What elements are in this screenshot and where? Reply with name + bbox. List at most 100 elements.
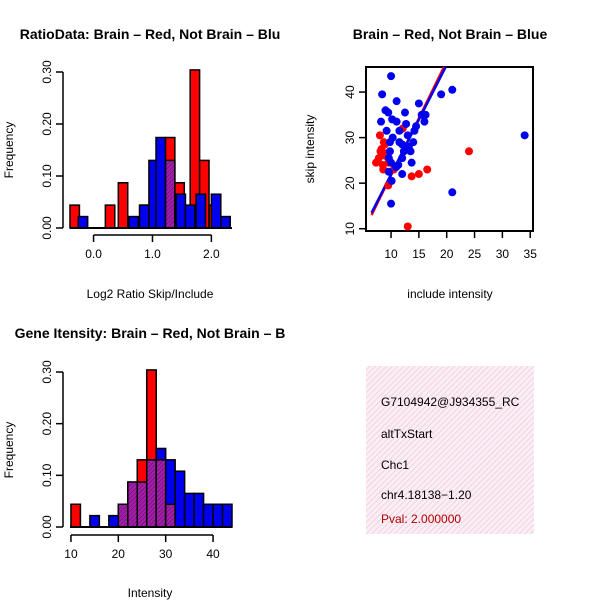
scatter-point-not-brain xyxy=(403,131,412,140)
scatter-point-brain xyxy=(407,172,416,181)
ratio-hist-bar-not-brain xyxy=(184,204,196,229)
intensity-hist-bar-overlap xyxy=(145,459,157,528)
intensity-histogram-panel: Gene Itensity: Brain – Red, Not Brain – … xyxy=(2,325,285,600)
ratio-hist-y-tick-label: 0.30 xyxy=(40,60,54,84)
ratio-hist-bar-not-brain xyxy=(128,215,140,229)
scatter-point-not-brain xyxy=(412,122,421,131)
scatter-point-not-brain xyxy=(400,108,409,117)
scatter-x-tick-label: 25 xyxy=(468,247,482,261)
scatter-xlabel: include intensity xyxy=(407,287,492,301)
scatter-plot-box xyxy=(365,66,534,232)
scatter-fit-line-not-brain xyxy=(370,66,447,214)
info-probe-id: G7104942@J934355_RC xyxy=(381,395,520,409)
ratio-hist-x-tick-label: 1.0 xyxy=(144,247,161,261)
scatter-point-brain xyxy=(403,222,412,231)
scatter-point-not-brain xyxy=(387,199,396,208)
intensity-hist-bar-not-brain xyxy=(193,492,205,528)
ratio-hist-y-tick-label: 0.10 xyxy=(40,164,54,188)
scatter-point-not-brain xyxy=(384,108,393,117)
scatter-point-not-brain xyxy=(406,147,415,156)
ratio-hist-xlabel: Log2 Ratio Skip/Include xyxy=(87,287,214,301)
scatter-point-not-brain xyxy=(388,133,397,142)
intensity-hist-y-tick-label: 0.10 xyxy=(40,463,54,487)
intensity-hist-x-tick-label: 30 xyxy=(159,547,173,561)
intensity-hist-bar-not-brain xyxy=(89,514,101,528)
intensity-hist-x-tick-label: 40 xyxy=(206,547,220,561)
scatter-point-not-brain xyxy=(421,110,430,119)
scatter-point-not-brain xyxy=(398,170,407,179)
intensity-hist-title: Gene Itensity: Brain – Red, Not Brain – … xyxy=(15,325,286,341)
ratio-hist-bar-brain xyxy=(104,204,116,229)
scatter-x-tick-label: 20 xyxy=(440,247,454,261)
ratio-hist-x-tick-label: 0.0 xyxy=(85,247,102,261)
scatter-x-tick-label: 35 xyxy=(524,247,538,261)
scatter-y-tick-label: 40 xyxy=(343,85,357,99)
scatter-point-not-brain xyxy=(448,188,457,197)
ratio-hist-bar-not-brain xyxy=(210,193,222,229)
scatter-y-tick-label: 10 xyxy=(343,222,357,236)
scatter-point-not-brain xyxy=(402,119,411,128)
scatter-point-not-brain xyxy=(377,117,386,126)
scatter-panel: Brain – Red, Not Brain – Blue skip inten… xyxy=(303,26,547,301)
intensity-hist-y-tick-label: 0.00 xyxy=(40,515,54,539)
scatter-point-brain xyxy=(423,165,432,174)
intensity-hist-bar-not-brain xyxy=(108,514,120,528)
scatter-title: Brain – Red, Not Brain – Blue xyxy=(353,26,548,42)
ratio-hist-bar-not-brain xyxy=(175,193,187,229)
scatter-point-brain xyxy=(414,170,423,179)
intensity-hist-bar-overlap xyxy=(164,503,176,528)
scatter-point-brain xyxy=(375,131,384,140)
info-panel: G7104942@J934355_RC altTxStart Chc1 chr4… xyxy=(366,366,534,534)
scatter-point-not-brain xyxy=(395,126,404,135)
intensity-hist-x-tick-label: 10 xyxy=(64,547,78,561)
intensity-hist-x-tick-label: 20 xyxy=(112,547,126,561)
intensity-hist-bar-overlap xyxy=(127,481,139,528)
ratio-hist-bar-not-brain xyxy=(155,136,167,229)
scatter-point-not-brain xyxy=(385,147,394,156)
scatter-point-not-brain xyxy=(414,99,423,108)
scatter-point-brain xyxy=(376,147,385,156)
ratio-hist-bar-brain xyxy=(117,182,129,229)
scatter-point-not-brain xyxy=(387,176,396,185)
info-box xyxy=(366,366,534,534)
intensity-hist-y-tick-label: 0.20 xyxy=(40,412,54,436)
intensity-hist-bar-overlap xyxy=(136,481,148,528)
ratio-hist-y-tick-label: 0.00 xyxy=(40,216,54,240)
scatter-point-not-brain xyxy=(382,126,391,135)
intensity-hist-bar-not-brain xyxy=(174,470,186,528)
intensity-hist-y-tick-label: 0.30 xyxy=(40,360,54,384)
scatter-point-not-brain xyxy=(392,163,401,172)
intensity-hist-bar-not-brain xyxy=(202,503,214,528)
scatter-point-not-brain xyxy=(387,72,396,81)
scatter-point-not-brain xyxy=(378,90,387,99)
scatter-point-not-brain xyxy=(520,131,529,140)
scatter-x-tick-label: 30 xyxy=(496,247,510,261)
intensity-hist-bar-overlap xyxy=(155,459,167,528)
scatter-point-not-brain xyxy=(420,117,429,126)
ratio-hist-bar-not-brain xyxy=(220,215,231,229)
scatter-point-not-brain xyxy=(448,85,457,94)
info-pval: Pval: 2.000000 xyxy=(381,512,461,526)
ratio-hist-ylabel: Frequency xyxy=(2,122,16,179)
ratio-hist-x-tick-label: 2.0 xyxy=(203,247,220,261)
intensity-hist-bar-not-brain xyxy=(183,492,195,528)
intensity-hist-bar-not-brain xyxy=(221,503,233,528)
scatter-point-not-brain xyxy=(437,90,446,99)
scatter-point-not-brain xyxy=(398,154,407,163)
scatter-ylabel: skip intensity xyxy=(303,115,317,184)
info-gene-name: Chc1 xyxy=(381,458,409,472)
info-event-type: altTxStart xyxy=(381,427,433,441)
scatter-x-tick-label: 10 xyxy=(384,247,398,261)
scatter-point-not-brain xyxy=(392,97,401,106)
intensity-hist-bar-not-brain xyxy=(212,503,224,528)
scatter-point-not-brain xyxy=(409,138,418,147)
scatter-point-not-brain xyxy=(384,167,393,176)
ratio-hist-title: RatioData: Brain – Red, Not Brain – Blu xyxy=(20,26,281,42)
intensity-hist-bar-brain xyxy=(70,503,82,528)
scatter-point-not-brain xyxy=(392,117,401,126)
ratio-hist-bar-overlap xyxy=(164,159,176,229)
ratio-hist-bar-not-brain xyxy=(195,193,207,229)
scatter-y-tick-label: 30 xyxy=(343,131,357,145)
scatter-point-not-brain xyxy=(398,140,407,149)
